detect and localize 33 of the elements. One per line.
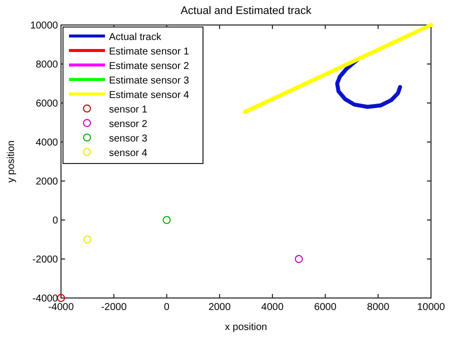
point bbox=[294, 255, 303, 263]
y-tick-label: -4000 bbox=[32, 294, 58, 304]
y-tick-label: 8000 bbox=[36, 60, 58, 70]
y-tick-label: 0 bbox=[52, 216, 58, 226]
line-series bbox=[335, 58, 402, 109]
legend-label: Estimate sensor 4 bbox=[109, 90, 190, 101]
x-tick-label: -4000 bbox=[48, 302, 74, 313]
legend-label: sensor 4 bbox=[109, 148, 148, 159]
x-tick-label: 4000 bbox=[261, 302, 284, 313]
point bbox=[162, 216, 171, 224]
legend-label: sensor 1 bbox=[109, 104, 148, 116]
y-tick-label: 6000 bbox=[36, 98, 58, 110]
chart-title: Actual and Estimated track bbox=[180, 5, 312, 17]
x-tick-label: 2000 bbox=[208, 302, 232, 313]
x-tick-label: 8000 bbox=[367, 302, 390, 313]
legend-label: sensor 2 bbox=[109, 119, 148, 130]
y-axis-title: y position bbox=[6, 140, 17, 183]
y-tick-label: -2000 bbox=[32, 254, 58, 266]
x-tick-label: 0 bbox=[164, 302, 170, 313]
point bbox=[57, 294, 65, 302]
x-tick-label: 6000 bbox=[314, 302, 337, 313]
legend-label: Estimate sensor 2 bbox=[109, 61, 190, 72]
x-axis-title: x position bbox=[224, 322, 268, 333]
legend-label: Estimate sensor 1 bbox=[109, 46, 190, 58]
legend-label: Estimate sensor 3 bbox=[109, 76, 190, 86]
y-tick-label: 2000 bbox=[36, 176, 58, 188]
y-tick-label: 4000 bbox=[36, 138, 58, 148]
x-tick-label: -2000 bbox=[101, 302, 128, 313]
x-tick-label: 10000 bbox=[417, 302, 446, 313]
legend-label: Actual track bbox=[109, 32, 162, 43]
point bbox=[83, 236, 92, 244]
y-tick-label: 10000 bbox=[30, 20, 58, 32]
legend-label: sensor 3 bbox=[109, 134, 148, 144]
